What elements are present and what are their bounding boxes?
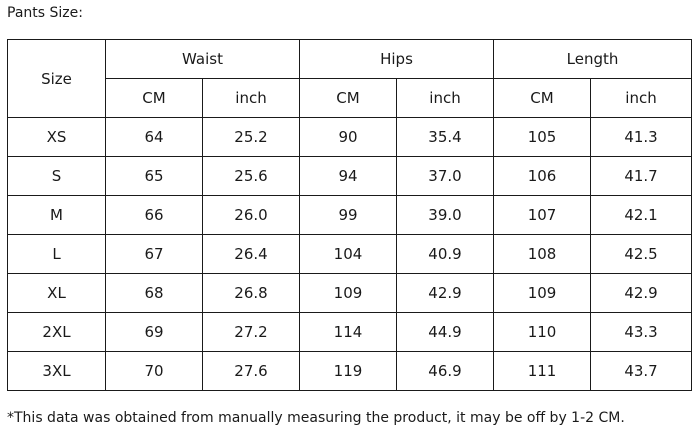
table-row: 2XL 69 27.2 114 44.9 110 43.3 bbox=[7, 312, 693, 352]
table-cell: 114 bbox=[299, 312, 397, 352]
table-row: XS 64 25.2 90 35.4 105 41.3 bbox=[7, 117, 693, 157]
table-cell: 27.6 bbox=[202, 351, 300, 391]
table-cell: 107 bbox=[493, 195, 592, 235]
table-cell: 42.5 bbox=[590, 234, 693, 274]
waist-header: Waist bbox=[105, 39, 300, 79]
table-cell: 111 bbox=[493, 351, 592, 391]
table-cell: 90 bbox=[299, 117, 397, 157]
table-row: XL 68 26.8 109 42.9 109 42.9 bbox=[7, 273, 693, 313]
table-cell: 105 bbox=[493, 117, 592, 157]
table-cell: 104 bbox=[299, 234, 397, 274]
size-cell: L bbox=[7, 234, 106, 274]
table-row: M 66 26.0 99 39.0 107 42.1 bbox=[7, 195, 693, 235]
size-chart-table: Size Waist Hips Length CM inch CM inch C… bbox=[7, 39, 693, 391]
table-cell: 26.0 bbox=[202, 195, 300, 235]
unit-header: inch bbox=[202, 78, 300, 118]
unit-header: inch bbox=[395, 78, 495, 118]
table-row: S 65 25.6 94 37.0 106 41.7 bbox=[7, 156, 693, 196]
table-cell: 25.2 bbox=[202, 117, 300, 157]
table-cell: 42.1 bbox=[590, 195, 693, 235]
unit-header: inch bbox=[590, 78, 693, 118]
size-cell: XS bbox=[7, 117, 106, 157]
unit-header: CM bbox=[493, 78, 592, 118]
size-cell: S bbox=[7, 156, 106, 196]
table-cell: 25.6 bbox=[202, 156, 300, 196]
table-cell: 64 bbox=[105, 117, 203, 157]
table-cell: 40.9 bbox=[395, 234, 495, 274]
table-cell: 37.0 bbox=[395, 156, 495, 196]
table-cell: 110 bbox=[493, 312, 592, 352]
table-cell: 39.0 bbox=[395, 195, 495, 235]
table-cell: 27.2 bbox=[202, 312, 300, 352]
unit-header: CM bbox=[105, 78, 203, 118]
table-cell: 46.9 bbox=[395, 351, 495, 391]
table-cell: 35.4 bbox=[395, 117, 495, 157]
table-cell: 67 bbox=[105, 234, 203, 274]
table-cell: 108 bbox=[493, 234, 592, 274]
table-cell: 41.7 bbox=[590, 156, 693, 196]
table-cell: 43.7 bbox=[590, 351, 693, 391]
size-cell: 2XL bbox=[7, 312, 106, 352]
header-row-groups: Size Waist Hips Length bbox=[7, 39, 693, 118]
table-cell: 69 bbox=[105, 312, 203, 352]
table-row: 3XL 70 27.6 119 46.9 111 43.7 bbox=[7, 351, 693, 391]
size-cell: M bbox=[7, 195, 106, 235]
table-cell: 42.9 bbox=[395, 273, 495, 313]
table-cell: 106 bbox=[493, 156, 592, 196]
table-cell: 99 bbox=[299, 195, 397, 235]
table-cell: 109 bbox=[299, 273, 397, 313]
table-cell: 26.4 bbox=[202, 234, 300, 274]
size-cell: XL bbox=[7, 273, 106, 313]
size-cell: 3XL bbox=[7, 351, 106, 391]
table-cell: 119 bbox=[299, 351, 397, 391]
measurement-note: *This data was obtained from manually me… bbox=[7, 410, 625, 426]
table-cell: 94 bbox=[299, 156, 397, 196]
table-cell: 43.3 bbox=[590, 312, 693, 352]
size-column-header: Size bbox=[7, 39, 106, 118]
table-cell: 44.9 bbox=[395, 312, 495, 352]
table-cell: 65 bbox=[105, 156, 203, 196]
table-cell: 41.3 bbox=[590, 117, 693, 157]
table-cell: 26.8 bbox=[202, 273, 300, 313]
length-header: Length bbox=[493, 39, 693, 79]
page-title: Pants Size: bbox=[7, 5, 83, 21]
hips-header: Hips bbox=[298, 39, 495, 79]
header-row-units: CM inch CM inch CM inch bbox=[8, 78, 693, 118]
table-cell: 68 bbox=[105, 273, 203, 313]
table-cell: 66 bbox=[105, 195, 203, 235]
table-cell: 109 bbox=[493, 273, 592, 313]
table-cell: 42.9 bbox=[590, 273, 693, 313]
table-cell: 70 bbox=[105, 351, 203, 391]
table-row: L 67 26.4 104 40.9 108 42.5 bbox=[7, 234, 693, 274]
unit-header: CM bbox=[299, 78, 397, 118]
